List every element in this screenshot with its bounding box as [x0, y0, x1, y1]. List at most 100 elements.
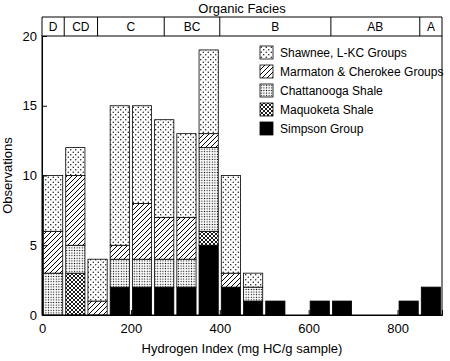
- y-tick-label: 10: [23, 168, 37, 183]
- bar-segment: [44, 231, 63, 273]
- legend-item: Maquoketa Shale: [260, 103, 374, 117]
- legend-swatch: [260, 103, 273, 116]
- bar-segment: [332, 301, 351, 302]
- title: Organic Facies: [198, 1, 286, 16]
- bar-segment: [44, 176, 63, 232]
- facies-boundary: [330, 17, 331, 36]
- x-tick: 600: [298, 310, 320, 336]
- bar-segment: [132, 106, 151, 204]
- plot: 020040060080005101520Shawnee, L-KC Group…: [23, 29, 444, 337]
- legend-label: Marmaton & Cherokee Groups: [280, 65, 443, 79]
- y-axis: 05101520: [23, 29, 47, 323]
- x-tick-mark: [309, 310, 310, 315]
- bar-segment: [399, 301, 418, 302]
- bar-segment: [221, 287, 240, 315]
- x-tick-label: 600: [298, 321, 320, 336]
- legend-item: Chattanooga Shale: [260, 84, 383, 98]
- x-tick-label: 200: [121, 321, 143, 336]
- facies-band-line: [42, 17, 442, 18]
- x-tick-label: 400: [209, 321, 231, 336]
- y-tick: 0: [30, 308, 47, 323]
- legend-item: Simpson Group: [260, 122, 364, 136]
- legend-swatch: [260, 122, 273, 135]
- legend-swatch: [260, 46, 273, 59]
- facies-boundary: [164, 17, 165, 36]
- bar-segment: [332, 301, 351, 315]
- facies-boundary: [219, 17, 220, 36]
- y-tick-label: 20: [23, 29, 37, 44]
- x-tick-label: 0: [39, 321, 46, 336]
- x-tick: 200: [121, 310, 143, 336]
- bar-segment: [177, 259, 196, 287]
- bar-segment: [177, 217, 196, 259]
- y-tick-mark: [42, 106, 47, 107]
- chart: 020040060080005101520Shawnee, L-KC Group…: [0, 0, 450, 361]
- y-tick: 15: [23, 98, 47, 113]
- facies-boundary: [442, 17, 443, 36]
- bar-segment: [155, 259, 174, 287]
- facies-label: BC: [184, 20, 201, 34]
- x-tick-mark: [220, 310, 221, 315]
- facies-boundary: [42, 17, 43, 36]
- bar-segment: [310, 301, 329, 302]
- bar-segment: [399, 301, 418, 302]
- facies-label: CD: [72, 20, 90, 34]
- facies-boundary: [97, 17, 98, 36]
- bar-segment: [310, 301, 329, 302]
- bar-segment: [199, 148, 218, 232]
- bar-segment: [266, 301, 285, 315]
- bar-segment: [110, 287, 129, 315]
- facies-boundary: [64, 17, 65, 36]
- legend-label: Chattanooga Shale: [280, 84, 383, 98]
- bar-segment: [66, 176, 85, 246]
- bar-segment: [332, 301, 351, 302]
- y-tick: 10: [23, 168, 47, 183]
- x-axis-line: [43, 310, 443, 316]
- y-tick-label: 15: [23, 98, 37, 113]
- bar-segment: [132, 287, 151, 315]
- legend-swatch: [260, 84, 273, 97]
- y-tick: 20: [23, 29, 47, 44]
- bar-segment: [132, 203, 151, 259]
- bar-segment: [266, 301, 285, 302]
- bar-segment: [199, 231, 218, 245]
- legend-swatch: [260, 65, 273, 78]
- bar-segment: [421, 287, 440, 288]
- facies-label: D: [49, 20, 58, 34]
- bar-segment: [244, 287, 263, 301]
- bar-segment: [244, 273, 263, 287]
- bar-segment: [266, 301, 285, 302]
- x-tick-mark: [131, 310, 132, 315]
- x-axis: 0 200 400 600 800: [39, 310, 443, 336]
- facies-boundary: [419, 17, 420, 36]
- bar-segment: [177, 287, 196, 315]
- bar-segment: [199, 134, 218, 148]
- facies-label: AB: [367, 20, 383, 34]
- bar-segment: [66, 245, 85, 273]
- bar-segment: [310, 301, 329, 302]
- y-tick-mark: [42, 36, 47, 37]
- bar-segment: [244, 301, 263, 315]
- bar-segment: [332, 301, 351, 302]
- bar-segment: [66, 273, 85, 315]
- bar-segment: [266, 301, 285, 302]
- bar-segment: [110, 259, 129, 287]
- y-tick-mark: [42, 176, 47, 177]
- bar-segment: [110, 245, 129, 259]
- bar-segment: [421, 287, 440, 288]
- bar-segment: [132, 259, 151, 287]
- facies-band: DCDCBCBABA: [42, 17, 442, 36]
- y-tick-label: 0: [30, 308, 37, 323]
- bar-segment: [155, 217, 174, 259]
- bar-segment: [221, 273, 240, 287]
- y-axis-title: Observations: [0, 137, 15, 214]
- legend-label: Simpson Group: [280, 122, 364, 136]
- bar-segment: [399, 301, 418, 315]
- x-tick: 400: [209, 310, 231, 336]
- bar-segment: [66, 148, 85, 176]
- bar-segment: [199, 50, 218, 134]
- x-tick-label: 800: [387, 321, 409, 336]
- bar-segment: [421, 287, 440, 315]
- bar-segment: [177, 134, 196, 218]
- bar-segment: [421, 287, 440, 288]
